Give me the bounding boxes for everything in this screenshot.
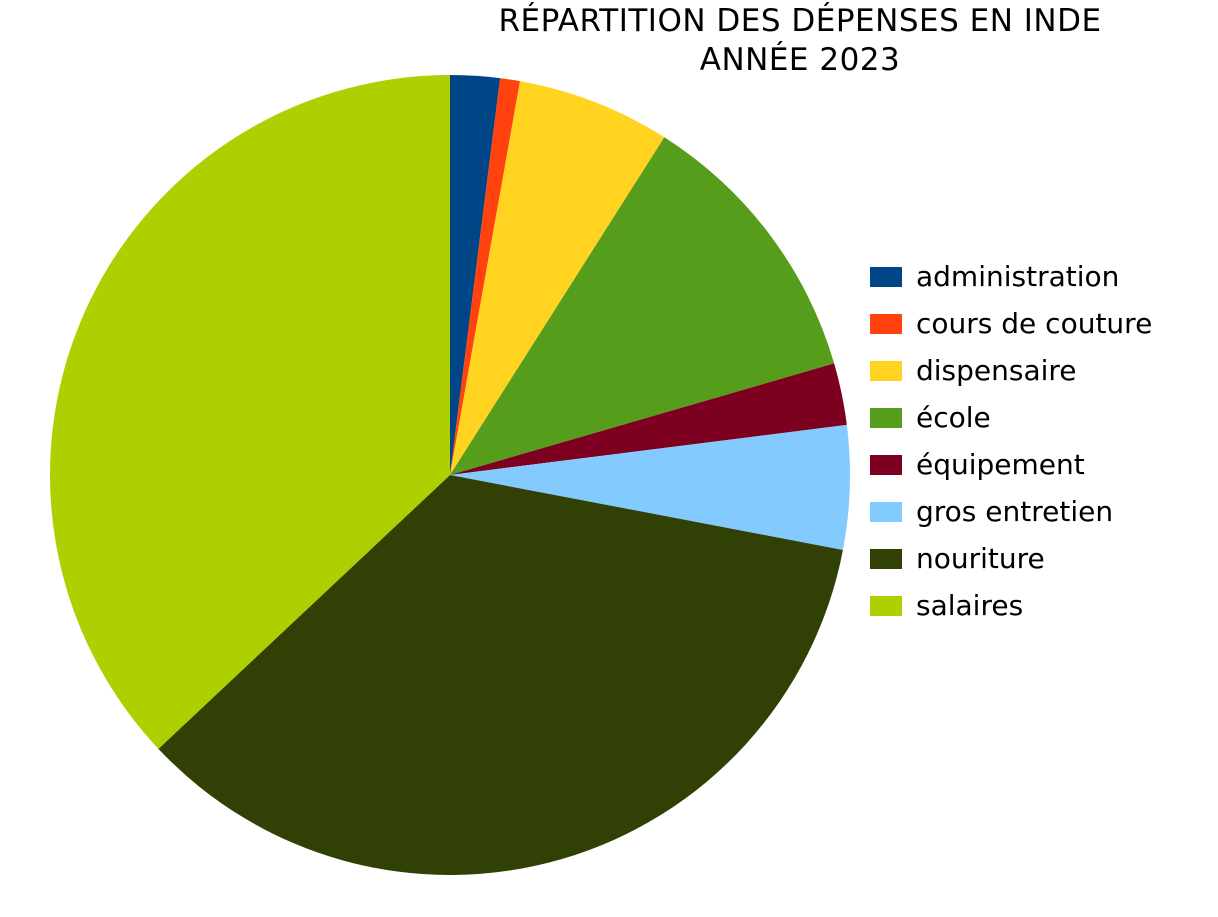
legend-label-equipement: équipement <box>916 448 1085 481</box>
legend-item-nouriture: nouriture <box>870 542 1152 575</box>
legend-item-administration: administration <box>870 260 1152 293</box>
legend-label-salaires: salaires <box>916 589 1023 622</box>
legend-label-cours_de_couture: cours de couture <box>916 307 1152 340</box>
legend-label-nouriture: nouriture <box>916 542 1045 575</box>
legend-swatch-administration <box>870 267 902 287</box>
pie-chart <box>25 20 875 917</box>
legend-swatch-equipement <box>870 455 902 475</box>
legend-label-ecole: école <box>916 401 991 434</box>
legend-label-dispensaire: dispensaire <box>916 354 1077 387</box>
legend-label-gros_entretien: gros entretien <box>916 495 1113 528</box>
legend-item-salaires: salaires <box>870 589 1152 622</box>
legend-swatch-dispensaire <box>870 361 902 381</box>
legend-item-gros_entretien: gros entretien <box>870 495 1152 528</box>
legend: administration cours de couture dispensair… <box>870 260 1152 622</box>
legend-label-administration: administration <box>916 260 1119 293</box>
legend-item-equipement: équipement <box>870 448 1152 481</box>
legend-item-ecole: école <box>870 401 1152 434</box>
chart-container: RÉPARTITION DES DÉPENSES EN INDE ANNÉE 2… <box>0 0 1218 917</box>
legend-swatch-ecole <box>870 408 902 428</box>
legend-swatch-gros_entretien <box>870 502 902 522</box>
legend-swatch-salaires <box>870 596 902 616</box>
legend-swatch-cours_de_couture <box>870 314 902 334</box>
legend-item-cours_de_couture: cours de couture <box>870 307 1152 340</box>
legend-swatch-nouriture <box>870 549 902 569</box>
pie-svg <box>25 20 875 917</box>
legend-item-dispensaire: dispensaire <box>870 354 1152 387</box>
